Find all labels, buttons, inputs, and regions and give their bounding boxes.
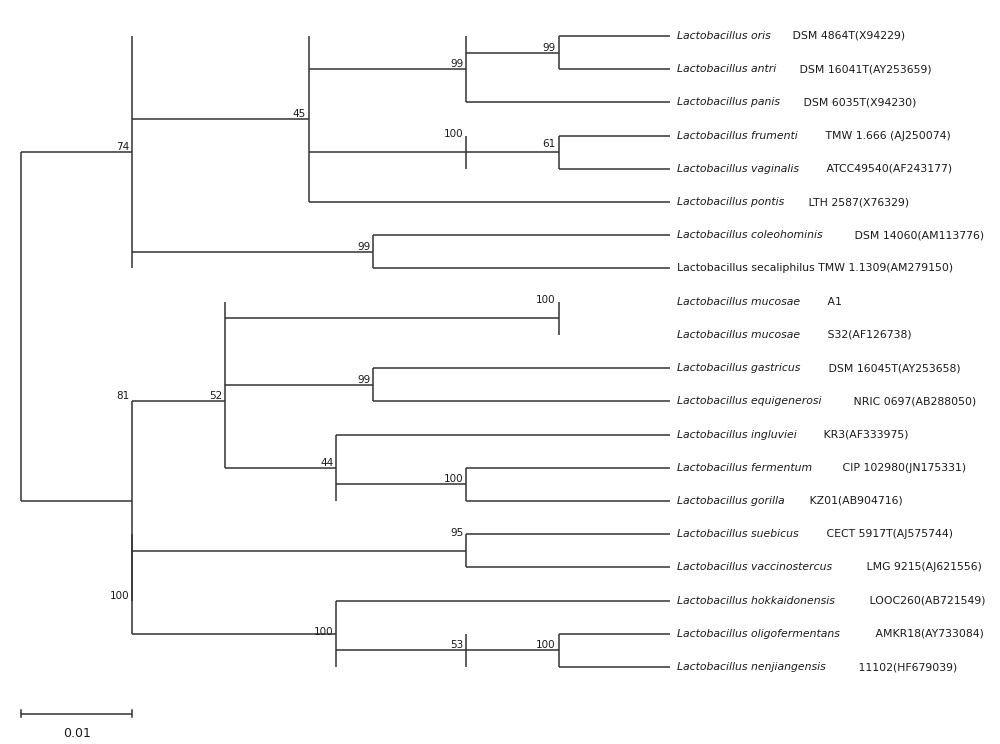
- Text: LOOC260(AB721549): LOOC260(AB721549): [866, 596, 986, 606]
- Text: DSM 14060(AM113776): DSM 14060(AM113776): [851, 230, 984, 240]
- Text: Lactobacillus mucosae: Lactobacillus mucosae: [677, 330, 800, 340]
- Text: 52: 52: [209, 391, 222, 401]
- Text: 100: 100: [444, 475, 463, 484]
- Text: Lactobacillus suebicus: Lactobacillus suebicus: [677, 529, 799, 539]
- Text: 100: 100: [536, 641, 556, 650]
- Text: Lactobacillus fermentum: Lactobacillus fermentum: [677, 463, 812, 472]
- Text: DSM 16045T(AY253658): DSM 16045T(AY253658): [825, 363, 960, 373]
- Text: DSM 16041T(AY253659): DSM 16041T(AY253659): [796, 64, 932, 74]
- Text: TMW 1.666 (AJ250074): TMW 1.666 (AJ250074): [822, 131, 950, 141]
- Text: Lactobacillus mucosae: Lactobacillus mucosae: [677, 297, 800, 307]
- Text: 61: 61: [543, 139, 556, 149]
- Text: 53: 53: [450, 641, 463, 650]
- Text: 99: 99: [357, 242, 371, 252]
- Text: CIP 102980(JN175331): CIP 102980(JN175331): [839, 463, 966, 472]
- Text: A1: A1: [824, 297, 842, 307]
- Text: 44: 44: [320, 458, 334, 468]
- Text: Lactobacillus gastricus: Lactobacillus gastricus: [677, 363, 801, 373]
- Text: CECT 5917T(AJ575744): CECT 5917T(AJ575744): [823, 529, 953, 539]
- Text: 99: 99: [357, 375, 371, 385]
- Text: 100: 100: [110, 591, 130, 600]
- Text: 95: 95: [450, 527, 463, 537]
- Text: Lactobacillus gorilla: Lactobacillus gorilla: [677, 496, 785, 506]
- Text: Lactobacillus oris: Lactobacillus oris: [677, 31, 771, 41]
- Text: Lactobacillus secaliphilus TMW 1.1309(AM279150): Lactobacillus secaliphilus TMW 1.1309(AM…: [677, 263, 953, 274]
- Text: 100: 100: [314, 627, 334, 637]
- Text: LTH 2587(X76329): LTH 2587(X76329): [805, 197, 910, 207]
- Text: LMG 9215(AJ621556): LMG 9215(AJ621556): [863, 562, 982, 572]
- Text: Lactobacillus vaccinostercus: Lactobacillus vaccinostercus: [677, 562, 832, 572]
- Text: 81: 81: [116, 391, 130, 401]
- Text: Lactobacillus vaginalis: Lactobacillus vaginalis: [677, 164, 799, 174]
- Text: AMKR18(AY733084): AMKR18(AY733084): [872, 629, 984, 639]
- Text: KZ01(AB904716): KZ01(AB904716): [806, 496, 903, 506]
- Text: DSM 4864T(X94229): DSM 4864T(X94229): [789, 31, 905, 41]
- Text: 99: 99: [543, 42, 556, 53]
- Text: Lactobacillus equigenerosi: Lactobacillus equigenerosi: [677, 397, 822, 406]
- Text: 100: 100: [444, 129, 463, 139]
- Text: 45: 45: [292, 109, 306, 119]
- Text: Lactobacillus nenjiangensis: Lactobacillus nenjiangensis: [677, 662, 826, 672]
- Text: 100: 100: [536, 295, 556, 305]
- Text: Lactobacillus frumenti: Lactobacillus frumenti: [677, 131, 798, 141]
- Text: 99: 99: [450, 60, 463, 69]
- Text: S32(AF126738): S32(AF126738): [824, 330, 912, 340]
- Text: Lactobacillus panis: Lactobacillus panis: [677, 97, 780, 107]
- Text: 0.01: 0.01: [63, 727, 91, 740]
- Text: Lactobacillus pontis: Lactobacillus pontis: [677, 197, 785, 207]
- Text: Lactobacillus antri: Lactobacillus antri: [677, 64, 777, 74]
- Text: NRIC 0697(AB288050): NRIC 0697(AB288050): [850, 397, 976, 406]
- Text: DSM 6035T(X94230): DSM 6035T(X94230): [800, 97, 917, 107]
- Text: Lactobacillus coleohominis: Lactobacillus coleohominis: [677, 230, 823, 240]
- Text: 11102(HF679039): 11102(HF679039): [855, 662, 957, 672]
- Text: Lactobacillus hokkaidonensis: Lactobacillus hokkaidonensis: [677, 596, 835, 606]
- Text: 74: 74: [116, 142, 130, 153]
- Text: ATCC49540(AF243177): ATCC49540(AF243177): [823, 164, 952, 174]
- Text: Lactobacillus oligofermentans: Lactobacillus oligofermentans: [677, 629, 840, 639]
- Text: KR3(AF333975): KR3(AF333975): [820, 429, 909, 440]
- Text: Lactobacillus ingluviei: Lactobacillus ingluviei: [677, 429, 797, 440]
